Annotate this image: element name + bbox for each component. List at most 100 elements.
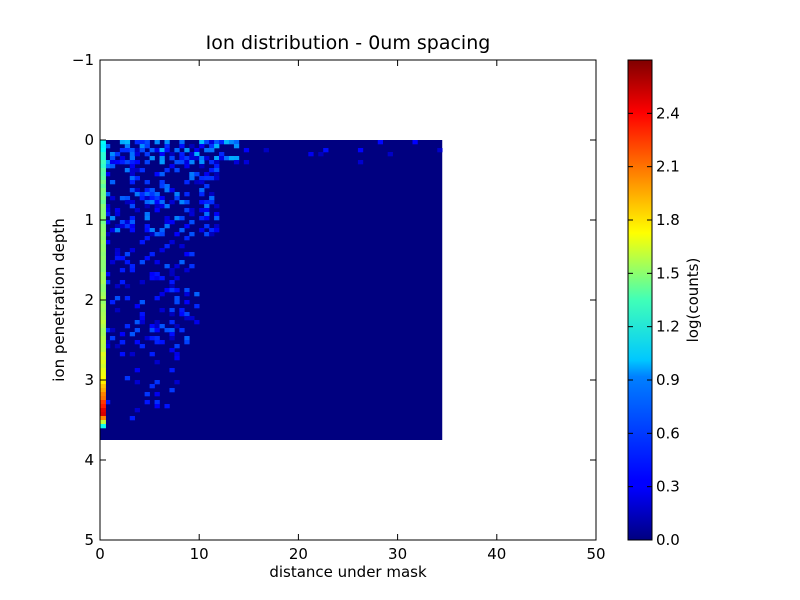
hexbin-cell: [169, 152, 175, 157]
hexbin-cell: [169, 164, 175, 169]
hexbin-cell: [119, 148, 126, 153]
hexbin-cell: [204, 172, 210, 177]
hexbin-cell: [204, 156, 210, 161]
x-tick-label: 0: [95, 545, 105, 563]
hexbin-cell: [134, 340, 140, 345]
hexbin-cell: [109, 196, 116, 201]
hexbin-cell: [194, 156, 200, 161]
hexbin-cell: [149, 336, 155, 341]
hexbin-cell: [149, 188, 155, 193]
hexbin-cell: [184, 288, 190, 293]
hexbin-edge-cell: [100, 196, 106, 201]
hexbin-edge-cell: [100, 240, 106, 245]
hexbin-cell: [164, 328, 170, 333]
hexbin-cell: [189, 232, 195, 237]
hexbin-cell: [104, 160, 111, 165]
hexbin-cell: [164, 264, 170, 269]
x-tick-label: 10: [190, 545, 209, 563]
x-tick-label: 30: [388, 545, 407, 563]
hexbin-cell: [204, 224, 210, 229]
hexbin-cell: [169, 332, 175, 337]
hexbin-edge-cell: [100, 272, 106, 277]
hexbin-cell: [129, 200, 136, 205]
hexbin-cell: [139, 192, 145, 197]
hexbin-cell: [209, 196, 215, 201]
hexbin-cell: [233, 144, 240, 149]
hexbin-cell: [184, 312, 190, 317]
hexbin-cell: [109, 216, 116, 221]
hexbin-cell: [159, 292, 165, 297]
hexbin-cell: [154, 196, 160, 201]
hexbin-cell: [124, 160, 131, 165]
hexbin-cell: [199, 180, 205, 185]
hexbin-cell: [154, 200, 160, 205]
hexbin-cell: [184, 192, 190, 197]
hexbin-cell: [119, 352, 126, 357]
hexbin-cell: [224, 140, 230, 145]
hexbin-cell: [124, 224, 131, 229]
hexbin-cell: [124, 296, 131, 301]
hexbin-cell: [159, 152, 165, 157]
hexbin-cell: [104, 220, 111, 225]
hexbin-cell: [149, 232, 155, 237]
hexbin-cell: [104, 172, 111, 177]
hexbin-cell: [159, 148, 165, 153]
hexbin-cell: [114, 208, 121, 213]
hexbin-edge-cell: [100, 300, 106, 305]
hexbin-cell: [199, 156, 205, 161]
hexbin-cell: [134, 168, 140, 173]
hexbin-cell: [129, 168, 136, 173]
hexbin-cell: [144, 392, 150, 397]
hexbin-cell: [189, 144, 195, 149]
hexbin-cell: [209, 144, 215, 149]
hexbin-edge-cell: [100, 332, 106, 337]
hexbin-cell: [129, 180, 136, 185]
hexbin-cell: [214, 228, 220, 233]
hexbin-edge-cell: [100, 288, 106, 293]
hexbin-cell: [139, 144, 145, 149]
hexbin-cell: [189, 252, 195, 257]
hexbin-edge-cell: [100, 384, 106, 389]
hexbin-cell: [179, 140, 185, 145]
hexbin-cell: [184, 180, 190, 185]
y-tick-label: 5: [84, 531, 94, 549]
hexbin-edge-cell: [100, 252, 106, 257]
hexbin-edge-cell: [100, 156, 106, 161]
hexbin-cell: [154, 400, 160, 405]
hexbin-cell: [164, 216, 170, 221]
hexbin-edge-cell: [100, 144, 106, 149]
hexbin-cell: [144, 152, 150, 157]
hexbin-edge-cell: [100, 180, 106, 185]
y-tick-label: 1: [84, 211, 94, 229]
y-tick-label: 4: [84, 451, 94, 469]
hexbin-cell: [209, 192, 215, 197]
hexbin-cell: [134, 148, 140, 153]
hexbin-edge-cell: [100, 316, 106, 321]
y-tick-label: 3: [84, 371, 94, 389]
hexbin-edge-cell: [100, 248, 106, 253]
hexbin-edge-cell: [100, 296, 106, 301]
hexbin-cell: [129, 228, 136, 233]
hexbin-cell: [139, 140, 145, 145]
hexbin-cell: [214, 156, 220, 161]
hexbin-cell: [149, 276, 155, 281]
hexbin-cell: [154, 380, 160, 385]
hexbin-cell: [184, 160, 190, 165]
hexbin-cell: [134, 380, 140, 385]
hexbin-cell: [139, 168, 145, 173]
hexbin-cell: [149, 148, 155, 153]
hexbin-cell: [199, 228, 205, 233]
hexbin-cell: [189, 220, 195, 225]
hexbin-cell: [154, 204, 160, 209]
hexbin-cell: [189, 176, 195, 181]
hexbin-cell: [189, 160, 195, 165]
hexbin-cell: [159, 184, 165, 189]
hexbin-edge-cell: [100, 236, 106, 241]
hexbin-cell: [377, 140, 384, 145]
hexbin-cell: [144, 236, 150, 241]
hexbin-edge-cell: [100, 356, 106, 361]
hexbin-cell: [214, 216, 220, 221]
hexbin-cell: [144, 336, 150, 341]
hexbin-edge-cell: [100, 388, 106, 393]
hexbin-cell: [149, 200, 155, 205]
